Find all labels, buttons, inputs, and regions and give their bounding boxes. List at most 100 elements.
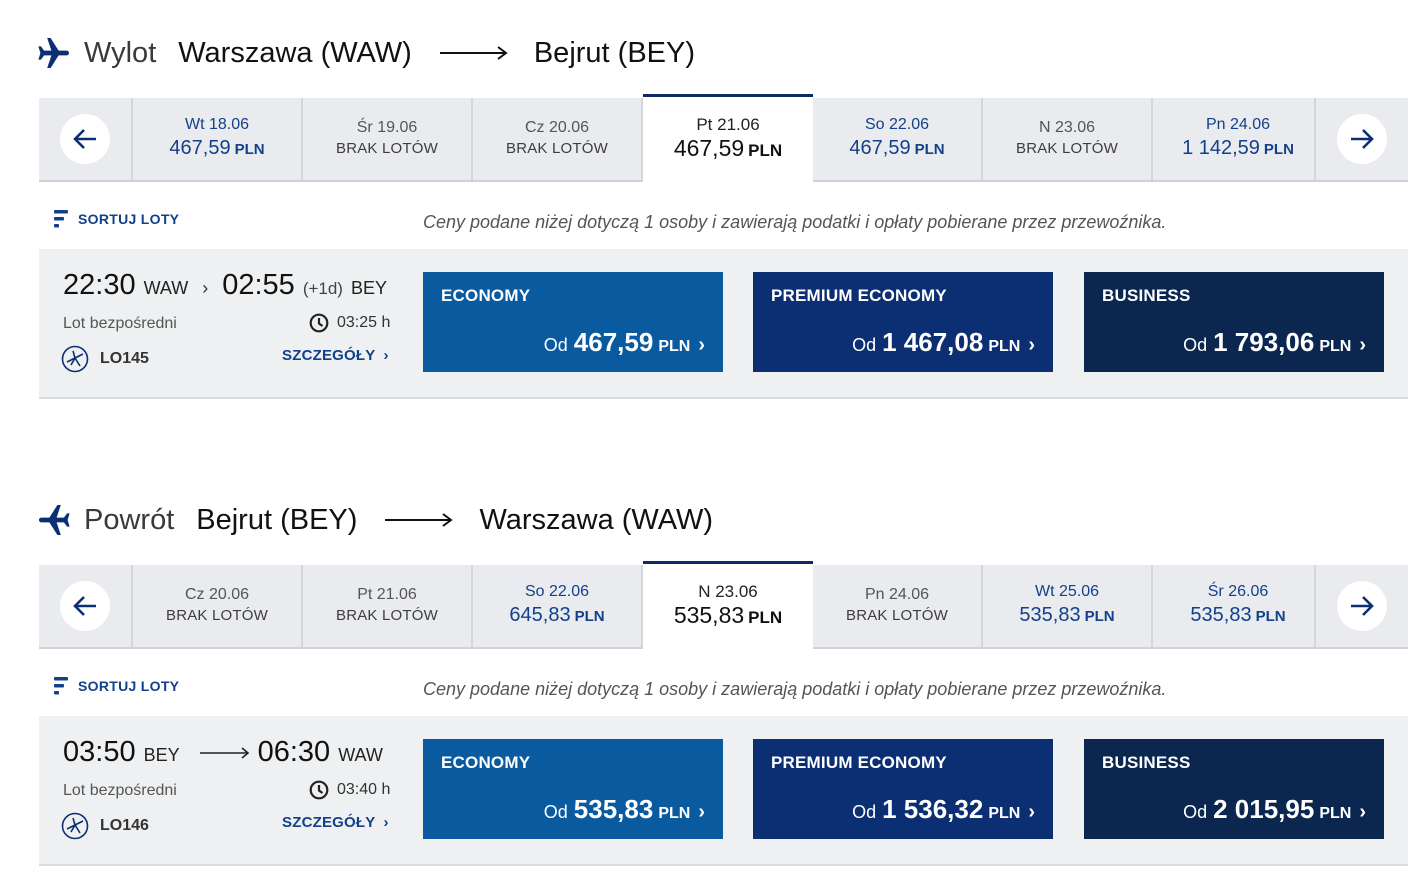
date-price-amount: 467,59 [849, 137, 911, 159]
fare-economy-button[interactable]: ECONOMY Od 467,59 PLN › [423, 272, 723, 372]
date-label: Śr 19.06 [356, 119, 418, 136]
date-price-currency: PLN [748, 141, 783, 160]
sort-icon [54, 677, 68, 695]
date-tab[interactable]: So 22.06 467,59 PLN [813, 98, 983, 180]
chevron-right-icon: › [1028, 334, 1035, 356]
date-label: Pn 24.06 [1205, 116, 1271, 133]
flight-type: Lot bezpośredni [63, 315, 177, 332]
next-dates-circle [1337, 114, 1387, 164]
date-tab-selected[interactable]: Pt 21.06 467,59 PLN [643, 94, 813, 182]
prev-dates-button[interactable] [39, 565, 133, 647]
date-price-currency: PLN [748, 608, 783, 627]
sort-flights-button[interactable]: SORTUJ LOTY [54, 677, 179, 695]
fare-premium-economy-button[interactable]: PREMIUM ECONOMY Od 1 467,08 PLN › [753, 272, 1053, 372]
departure-code: WAW [143, 278, 189, 298]
no-flights-label: BRAK LOTÓW [1015, 140, 1118, 157]
departure-time: 22:30 [63, 269, 136, 301]
chevron-right-icon: › [383, 347, 389, 364]
no-flights-label: BRAK LOTÓW [335, 607, 438, 624]
clock-icon [309, 313, 329, 333]
origin-city: Bejrut (BEY) [196, 503, 358, 536]
fare-price: Od 467,59 PLN › [544, 327, 705, 358]
flight-number: LO145 [61, 345, 149, 373]
date-tabs: Cz 20.06 BRAK LOTÓW Pt 21.06 BRAK LOTÓW … [133, 561, 1323, 649]
prev-dates-button[interactable] [39, 98, 133, 180]
date-price-currency: PLN [234, 141, 265, 158]
fare-amount: 1 536,32 [882, 794, 984, 824]
price-note: Ceny podane niżej dotyczą 1 osoby i zawi… [423, 212, 1167, 232]
date-label: Pn 24.06 [864, 586, 930, 603]
details-link[interactable]: SZCZEGÓŁY › [282, 347, 389, 364]
date-label: Cz 20.06 [524, 119, 590, 136]
next-dates-button[interactable] [1314, 565, 1408, 647]
next-dates-button[interactable] [1314, 98, 1408, 180]
arrival-time: 06:30 [257, 736, 331, 768]
date-label: So 22.06 [864, 116, 930, 133]
fare-price: Od 1 793,06 PLN › [1183, 327, 1366, 358]
fare-currency: PLN [1319, 805, 1352, 822]
fare-economy-button[interactable]: ECONOMY Od 535,83 PLN › [423, 739, 723, 839]
fare-from-label: Od [1183, 335, 1208, 355]
sort-flights-button[interactable]: SORTUJ LOTY [54, 210, 179, 228]
prev-dates-circle [60, 114, 110, 164]
fare-from-label: Od [852, 335, 877, 355]
date-price-amount: 535,83 [1019, 604, 1081, 626]
date-price-currency: PLN [1084, 608, 1115, 625]
date-price-currency: PLN [1255, 608, 1286, 625]
price-note: Ceny podane niżej dotyczą 1 osoby i zawi… [423, 679, 1167, 699]
duration-value: 03:40 h [337, 781, 391, 798]
prev-dates-circle [60, 581, 110, 631]
airplane-left-icon [39, 505, 70, 535]
date-price: 535,83 PLN [674, 602, 782, 631]
flight-number-value: LO145 [100, 350, 149, 367]
date-tabs: Wt 18.06 467,59 PLN Śr 19.06 BRAK LOTÓW C… [133, 94, 1323, 182]
flight-duration: 03:40 h [309, 780, 390, 800]
flight-number-value: LO146 [100, 817, 149, 834]
date-tab[interactable]: N 23.06 BRAK LOTÓW [983, 98, 1153, 180]
destination-city: Bejrut (BEY) [533, 36, 696, 69]
date-tab[interactable]: Śr 26.06 535,83 PLN [1153, 565, 1323, 647]
no-flights-label: BRAK LOTÓW [335, 140, 438, 157]
date-label: Wt 18.06 [184, 116, 250, 133]
clock-icon [309, 780, 329, 800]
date-tab-selected[interactable]: N 23.06 535,83 PLN [643, 561, 813, 649]
fare-business-button[interactable]: BUSINESS Od 2 015,95 PLN › [1084, 739, 1384, 839]
date-price-amount: 535,83 [673, 602, 745, 628]
fare-from-label: Od [1183, 802, 1208, 822]
duration-value: 03:25 h [337, 314, 391, 331]
date-tab[interactable]: Cz 20.06 BRAK LOTÓW [473, 98, 643, 180]
fare-currency: PLN [988, 805, 1021, 822]
details-link[interactable]: SZCZEGÓŁY › [282, 814, 389, 831]
chevron-right-icon: › [383, 814, 389, 831]
date-tab[interactable]: Pn 24.06 BRAK LOTÓW [813, 565, 983, 647]
fare-amount: 1 467,08 [882, 327, 984, 357]
arrow-left-icon [73, 129, 96, 149]
date-tab[interactable]: Pt 21.06 BRAK LOTÓW [303, 565, 473, 647]
airplane-right-icon [38, 38, 69, 68]
date-price: 645,83 PLN [509, 602, 604, 630]
date-tab[interactable]: Cz 20.06 BRAK LOTÓW [133, 565, 303, 647]
fare-premium-economy-button[interactable]: PREMIUM ECONOMY Od 1 536,32 PLN › [753, 739, 1053, 839]
fare-business-button[interactable]: BUSINESS Od 1 793,06 PLN › [1084, 272, 1384, 372]
date-tab[interactable]: Śr 19.06 BRAK LOTÓW [303, 98, 473, 180]
direction-label: Wylot [84, 36, 157, 69]
arrival-code: BEY [350, 278, 388, 298]
flight-number: LO146 [61, 812, 149, 840]
route-header: Powrót Bejrut (BEY) Warszawa (WAW) [36, 495, 713, 545]
date-tab[interactable]: Wt 18.06 467,59 PLN [133, 98, 303, 180]
fare-name: ECONOMY [441, 753, 531, 772]
chevron-right-icon: › [1359, 334, 1366, 356]
date-price: 467,59 PLN [169, 135, 264, 163]
date-price-currency: PLN [574, 608, 605, 625]
date-label: N 23.06 [698, 582, 758, 601]
date-price-currency: PLN [914, 141, 945, 158]
fare-currency: PLN [1319, 338, 1352, 355]
date-price-amount: 467,59 [169, 137, 231, 159]
date-tab[interactable]: Pn 24.06 1 142,59 PLN [1153, 98, 1323, 180]
chevron-right-icon: › [1028, 801, 1035, 823]
long-arrow-right-icon [199, 746, 249, 759]
date-tab[interactable]: Wt 25.06 535,83 PLN [983, 565, 1153, 647]
sort-label: SORTUJ LOTY [78, 211, 180, 227]
date-label: Cz 20.06 [184, 586, 250, 603]
date-tab[interactable]: So 22.06 645,83 PLN [473, 565, 643, 647]
